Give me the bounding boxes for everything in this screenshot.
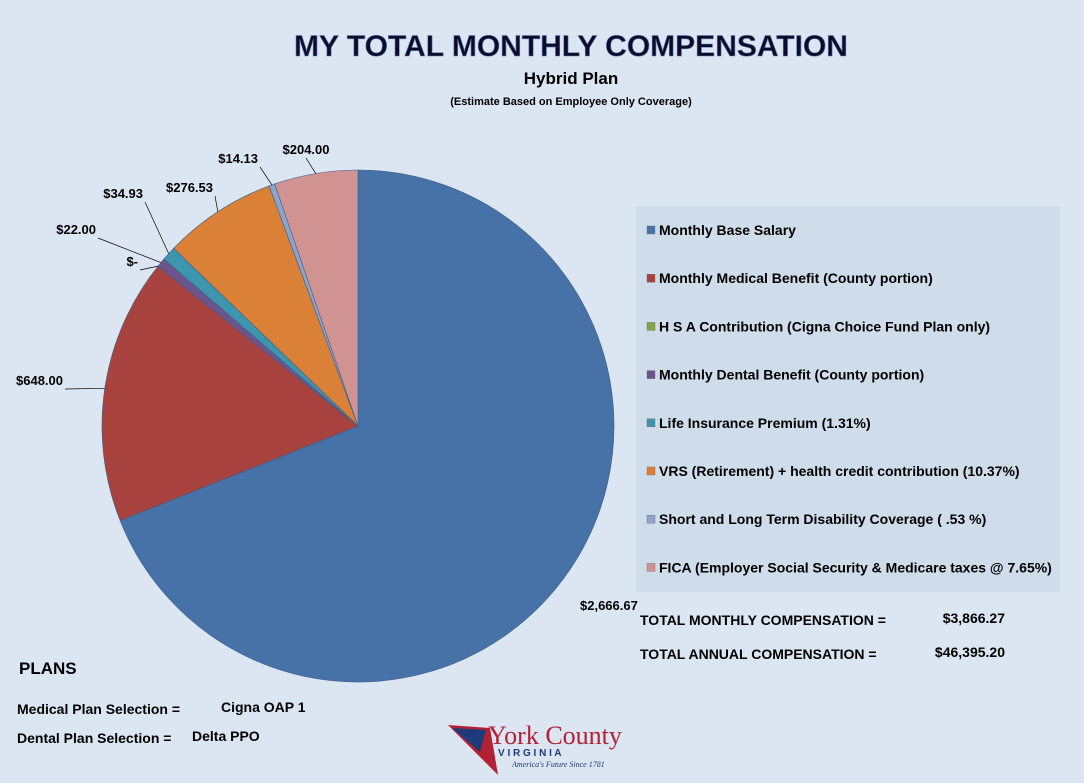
total-label: TOTAL MONTHLY COMPENSATION = <box>640 612 886 628</box>
leader-line <box>305 157 317 174</box>
pie-slice <box>101 265 359 522</box>
legend-label: Life Insurance Premium (1.31%) <box>659 415 871 431</box>
legend-label: Short and Long Term Disability Coverage … <box>659 511 986 527</box>
legend-swatch <box>646 274 656 283</box>
chart-title: MY TOTAL MONTHLY COMPENSATION <box>294 30 848 63</box>
legend-label: VRS (Retirement) + health credit contrib… <box>659 463 1020 479</box>
logo-state: V I R G I N I A <box>498 748 562 759</box>
logo: York County V I R G I N I A America's Fu… <box>448 721 622 775</box>
data-label: $276.53 <box>166 180 213 195</box>
plan-label: Dental Plan Selection = <box>17 730 171 746</box>
data-label: $22.00 <box>56 222 96 237</box>
data-label: $34.93 <box>103 186 143 201</box>
legend-swatch <box>646 225 656 235</box>
data-label: $14.13 <box>218 151 258 166</box>
pie-slice <box>173 185 359 427</box>
logo-tagline: America's Future Since 1781 <box>511 760 605 769</box>
plan-label: Medical Plan Selection = <box>17 701 180 717</box>
leader-line <box>139 265 159 271</box>
data-label: $2,666.67 <box>580 598 638 613</box>
logo-flag <box>452 728 486 752</box>
legend-swatch <box>646 322 656 331</box>
total-label: TOTAL ANNUAL COMPENSATION = <box>640 646 877 662</box>
legend-swatch <box>646 563 656 572</box>
legend-swatch <box>646 370 656 379</box>
plan-value: Delta PPO <box>192 728 260 744</box>
pie-slice <box>119 169 615 683</box>
data-label: $648.00 <box>16 373 63 388</box>
legend-label: H S A Contribution (Cigna Choice Fund Pl… <box>659 318 990 334</box>
pie: $2,666.67 $648.00 $- $22.00 $34.93 $276.53 $14… <box>16 142 638 683</box>
leader-line <box>214 195 219 212</box>
legend-label: Monthly Dental Benefit (County portion) <box>659 367 924 383</box>
legend-swatch <box>646 466 656 476</box>
legend-label: Monthly Base Salary <box>659 222 796 238</box>
legend-swatch <box>646 418 656 427</box>
data-label: $204.00 <box>283 142 330 157</box>
leader-line <box>97 237 162 263</box>
legend-label: Monthly Medical Benefit (County portion) <box>659 270 933 286</box>
leader-line <box>64 387 105 390</box>
chart-subtitle: Hybrid Plan <box>524 69 618 88</box>
chart-note: (Estimate Based on Employee Only Coverag… <box>450 96 692 108</box>
legend-box <box>636 206 1060 592</box>
leader-line <box>259 166 273 186</box>
data-label: $- <box>126 254 138 269</box>
legend: Monthly Base Salary Monthly Medical Benef… <box>646 222 1052 575</box>
leader-line <box>144 201 170 254</box>
legend-swatch <box>646 515 656 524</box>
legend-label: FICA (Employer Social Security & Medicar… <box>659 559 1052 575</box>
pie-slice <box>274 169 359 427</box>
plans-title: PLANS <box>19 659 77 678</box>
plan-value: Cigna OAP 1 <box>221 699 306 715</box>
logo-name: York County <box>488 721 622 750</box>
total-value: $46,395.20 <box>935 644 1005 660</box>
total-value: $3,866.27 <box>943 610 1005 626</box>
logo-flag <box>448 725 498 775</box>
